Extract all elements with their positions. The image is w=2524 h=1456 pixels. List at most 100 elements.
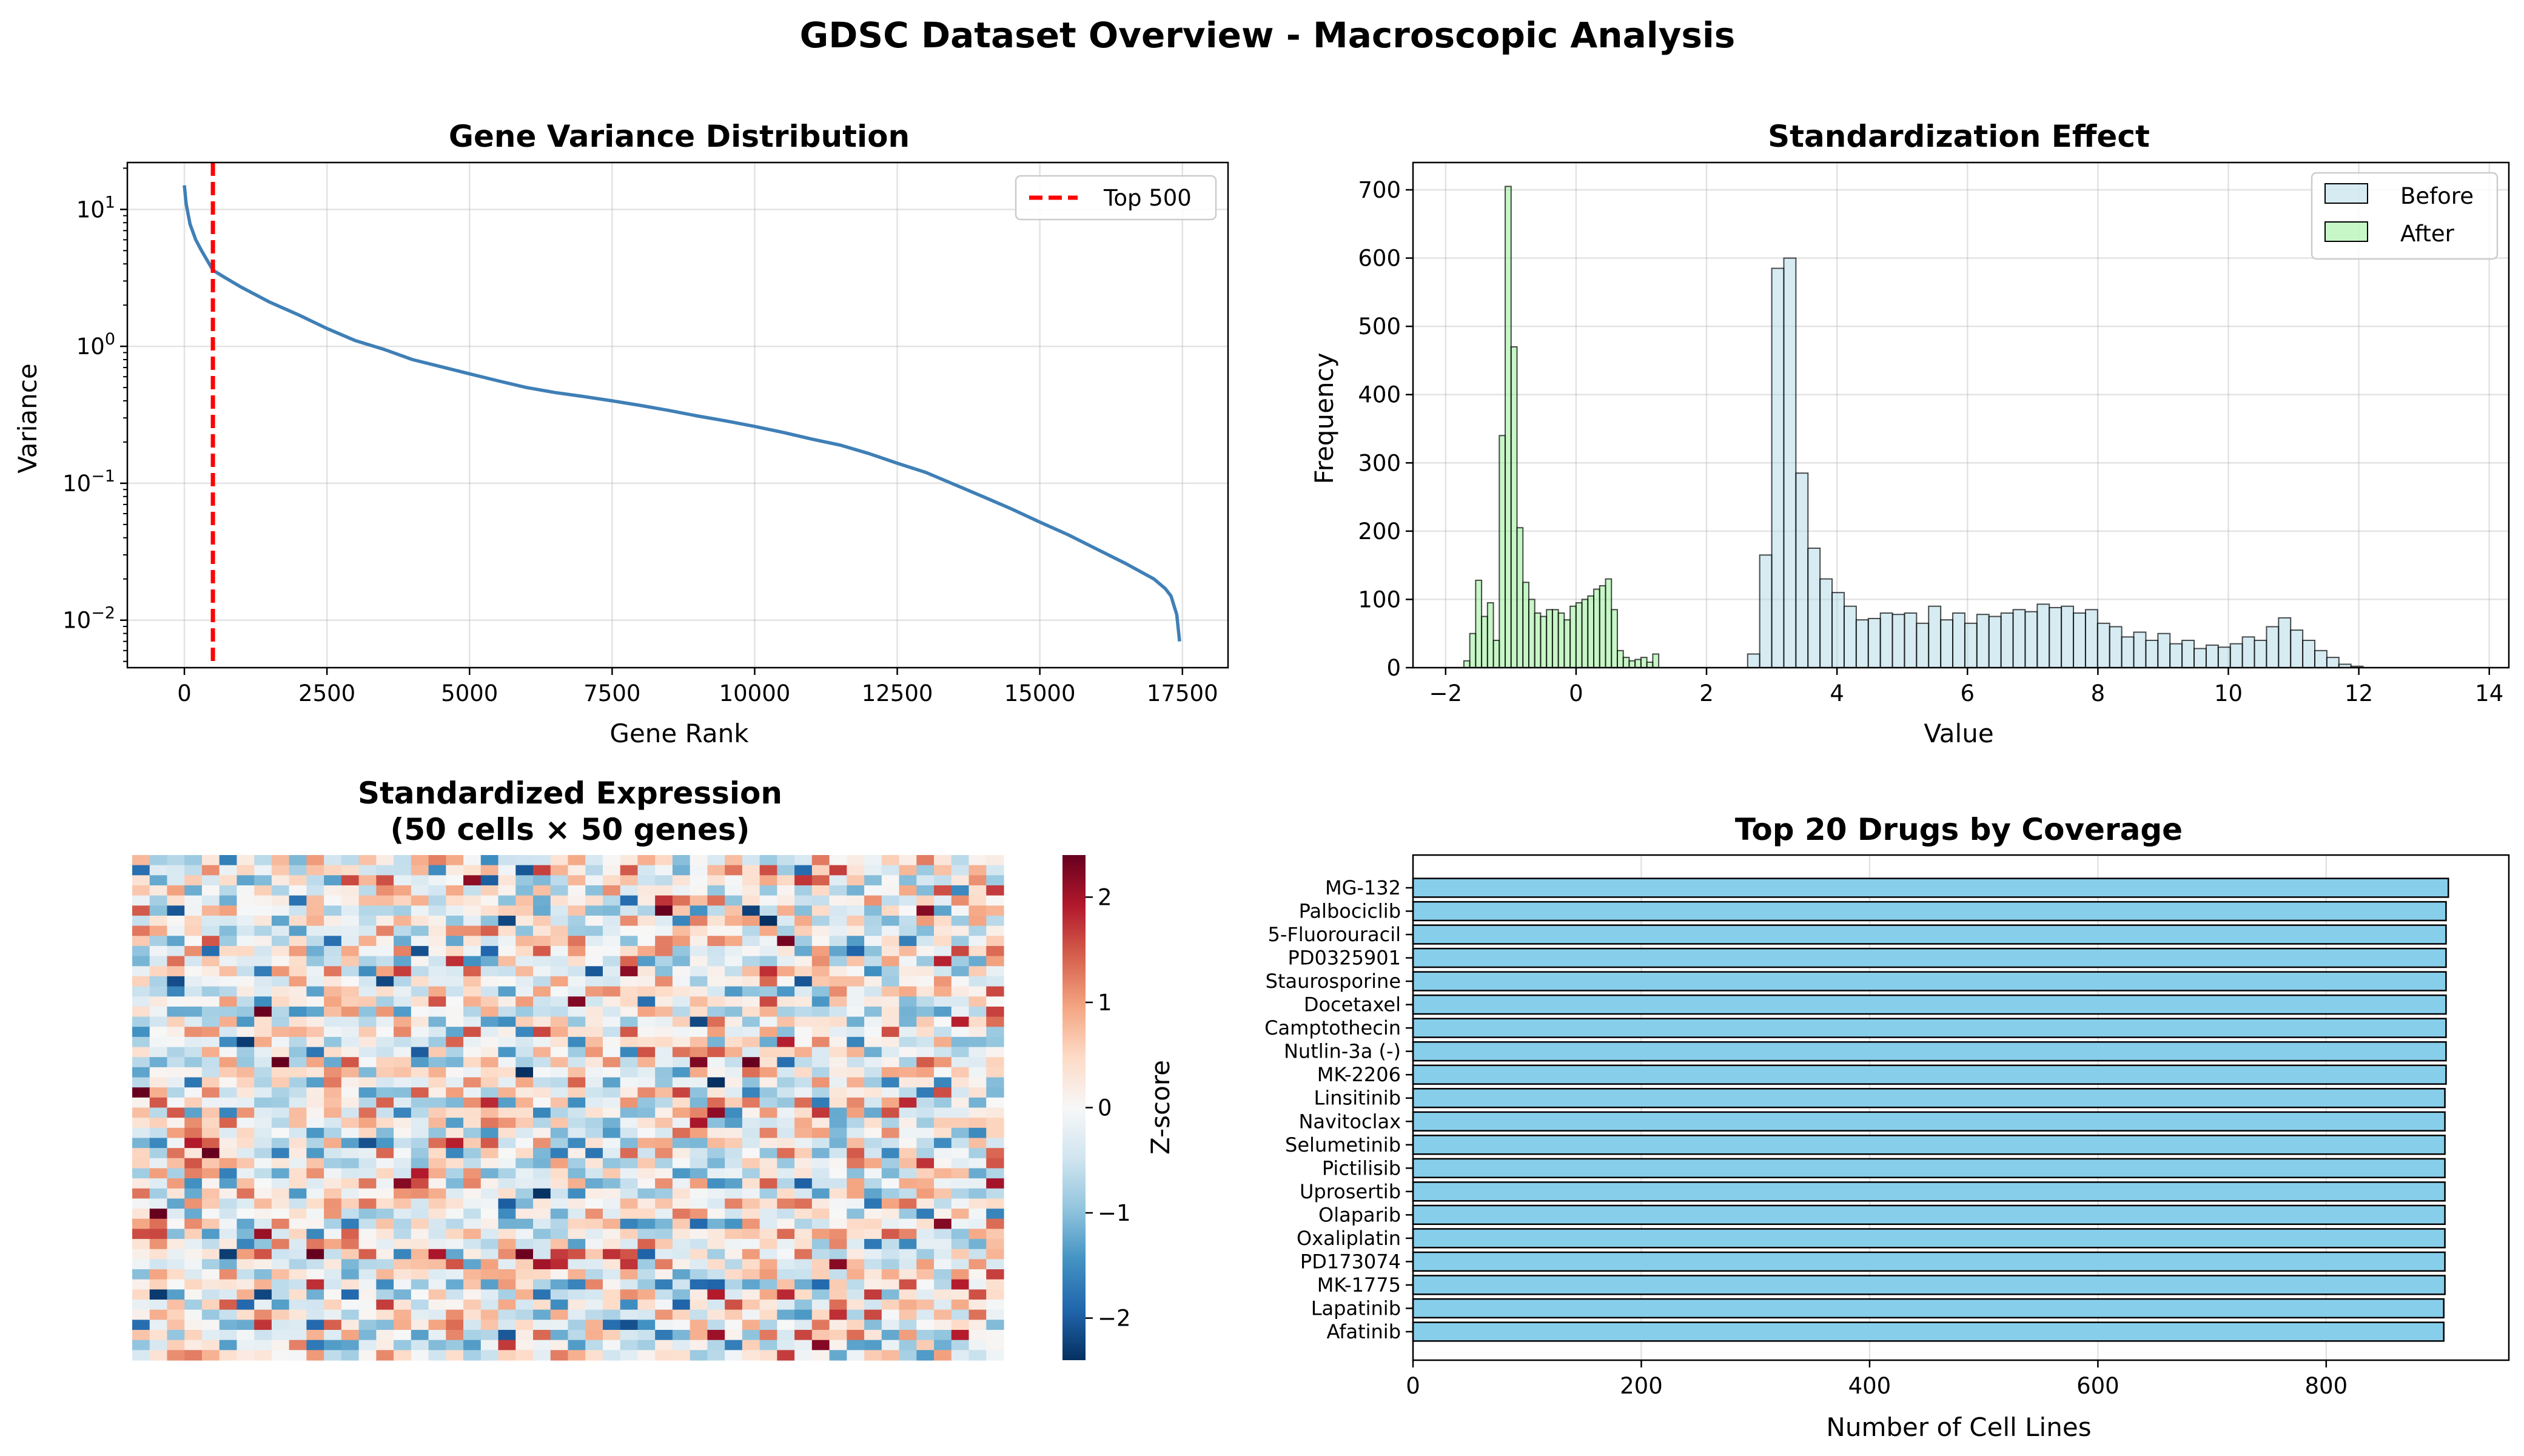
heatmap-cell [167, 1249, 185, 1260]
heatmap-cell [986, 1067, 1004, 1078]
heatmap-cell [184, 885, 203, 896]
heatmap-cell [498, 1229, 516, 1240]
heatmap-cell [358, 1036, 377, 1048]
histogram-bar-before [2193, 648, 2207, 668]
heatmap-cell [219, 1077, 238, 1088]
heatmap-cell [899, 1127, 917, 1139]
heatmap-cell [237, 1097, 255, 1109]
heatmap-cell [149, 1249, 168, 1260]
heatmap-cell [237, 1027, 255, 1038]
heatmap-cell [394, 1209, 412, 1219]
heatmap-cell [341, 925, 360, 936]
heatmap-cell [916, 1178, 935, 1189]
heatmap-cell [777, 885, 795, 896]
heatmap-cell [341, 905, 360, 916]
heatmap-cell [916, 1006, 935, 1018]
heatmap-cell [149, 1036, 168, 1048]
heatmap-cell [759, 1300, 777, 1310]
heatmap-cell [219, 895, 238, 906]
heatmap-cell [324, 855, 342, 866]
heatmap-cell [358, 1077, 377, 1088]
heatmap-cell [968, 1350, 987, 1361]
heatmap-cell [916, 875, 935, 886]
heatmap-cell [968, 1097, 987, 1109]
heatmap-cell [864, 1178, 882, 1189]
heatmap-cell [219, 1016, 238, 1027]
heatmap-cell [672, 1006, 691, 1018]
heatmap-cell [515, 1087, 534, 1098]
heatmap-cell [986, 1006, 1004, 1018]
heatmap-cell [951, 1300, 970, 1310]
heatmap-cell [446, 1047, 464, 1058]
drug-label: Staurosporine [1266, 970, 1401, 993]
heatmap-cell [254, 855, 272, 866]
heatmap-cell [515, 1209, 534, 1219]
heatmap-cell [306, 1309, 324, 1320]
histogram-bar-after [1622, 657, 1630, 669]
heatmap-cell [358, 1330, 377, 1341]
heatmap-cell [201, 1239, 220, 1250]
heatmap-cell [254, 936, 272, 947]
heatmap-cell [916, 986, 935, 997]
heatmap-cell [271, 1178, 290, 1189]
heatmap-cell [341, 1087, 360, 1098]
heatmap-cell [184, 1077, 203, 1088]
heatmap-cell [829, 945, 847, 957]
heatmap-cell [394, 1269, 412, 1280]
heatmap-cell [707, 1016, 725, 1027]
heatmap-cell [899, 1148, 917, 1159]
y-tick-label: 10−2 [62, 604, 115, 634]
heatmap-cell [463, 855, 482, 866]
heatmap-cell [428, 925, 446, 936]
heatmap-cell [498, 1087, 516, 1098]
heatmap-cell [568, 1350, 586, 1361]
heatmap-cell [585, 875, 603, 886]
heatmap-cell [498, 945, 516, 957]
heatmap-cell [916, 1027, 935, 1038]
heatmap-cell [463, 1138, 482, 1149]
drug-bar [1412, 901, 2447, 922]
heatmap-cell [394, 1047, 412, 1058]
heatmap-cell [637, 1340, 656, 1350]
heatmap-cell [341, 865, 360, 876]
heatmap-cell [463, 1229, 482, 1240]
heatmap-cell [637, 1330, 656, 1341]
heatmap-cell [568, 1320, 586, 1330]
heatmap-cell [515, 1047, 534, 1058]
heatmap-cell [759, 936, 777, 947]
heatmap-cell [725, 1118, 743, 1129]
heatmap-cell [358, 895, 377, 906]
heatmap-cell [672, 1350, 691, 1361]
heatmap-cell [446, 986, 464, 997]
heatmap-cell [324, 1239, 342, 1250]
heatmap-cell [899, 1006, 917, 1018]
y-tick-label: 200 [1358, 518, 1401, 545]
heatmap-cell [463, 1279, 482, 1290]
heatmap-cell [707, 1027, 725, 1038]
heatmap-cell [585, 1239, 603, 1250]
heatmap-cell [219, 1340, 238, 1350]
heatmap-cell [324, 1067, 342, 1078]
heatmap-cell [515, 1036, 534, 1048]
heatmap-cell [829, 1016, 847, 1027]
heatmap-cell [132, 986, 150, 997]
heatmap-cell [899, 895, 917, 906]
heatmap-cell [951, 1158, 970, 1169]
heatmap-cell [446, 905, 464, 916]
heatmap-cell [707, 1138, 725, 1149]
heatmap-cell [184, 936, 203, 947]
heatmap-cell [271, 966, 290, 977]
standardization-frame [1412, 161, 2510, 669]
heatmap-cell [620, 1168, 639, 1179]
heatmap-cell [289, 1198, 307, 1209]
heatmap-cell [358, 1188, 377, 1199]
heatmap-cell [219, 1209, 238, 1219]
heatmap-cell [132, 855, 150, 866]
heatmap-cell [358, 1269, 377, 1280]
heatmap-cell [602, 1198, 621, 1209]
heatmap-cell [394, 1097, 412, 1109]
heatmap-cell [794, 1269, 813, 1280]
heatmap-cell [428, 885, 446, 896]
heatmap-cell [759, 865, 777, 876]
heatmap-cell [655, 1168, 673, 1179]
